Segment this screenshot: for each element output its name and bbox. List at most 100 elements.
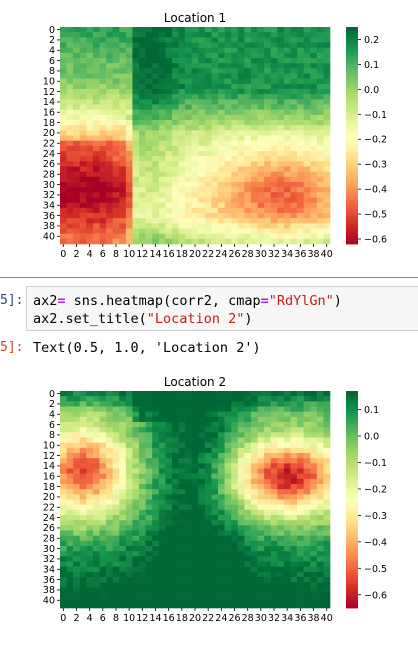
location-1-cell xyxy=(92,130,100,136)
location-1-cell xyxy=(224,187,232,193)
location-1-cell xyxy=(158,218,166,224)
location-2-cell xyxy=(112,473,120,480)
location-1-cell xyxy=(237,125,245,131)
location-2-cell xyxy=(178,540,186,547)
location-1-cell xyxy=(92,213,100,219)
location-1-cell xyxy=(86,223,94,229)
location-1-xtick-label: 4 xyxy=(87,249,93,260)
code-cell-input[interactable]: ax2= sns.heatmap(corr2, cmap="RdYlGn") a… xyxy=(26,286,418,331)
location-1-cell xyxy=(264,192,272,198)
location-2-cell xyxy=(139,571,146,578)
location-1-cell xyxy=(132,47,140,54)
location-2-cell xyxy=(264,592,272,598)
location-1-cell xyxy=(119,197,127,203)
location-1-cell xyxy=(237,223,245,229)
location-1-cell xyxy=(283,94,291,100)
location-1-cell xyxy=(250,104,258,110)
location-1-cell xyxy=(264,125,272,131)
location-2-cell xyxy=(224,520,232,526)
location-1-cell xyxy=(132,156,140,162)
location-1-cell xyxy=(231,233,239,240)
location-1-cell xyxy=(125,197,133,203)
location-2-cell xyxy=(178,406,186,412)
location-2-cell xyxy=(171,437,179,443)
location-1-cell xyxy=(323,187,331,193)
location-1-cell xyxy=(132,166,140,172)
location-1-cell xyxy=(244,125,252,131)
location-1-cell xyxy=(86,63,94,69)
location-1-cell xyxy=(92,192,100,198)
location-2-cell xyxy=(86,494,94,500)
location-2-cell xyxy=(60,551,67,557)
location-1-cell xyxy=(218,171,225,178)
location-1-cell xyxy=(132,73,140,79)
location-2-cell xyxy=(323,458,331,464)
location-1-cell xyxy=(264,166,272,172)
location-1-cell xyxy=(218,130,225,136)
location-1-ytick-label: 4 xyxy=(49,45,55,56)
location-1-cell xyxy=(237,207,245,214)
location-2-cell xyxy=(198,494,206,500)
location-1-cell xyxy=(171,83,179,90)
location-1-cell xyxy=(92,114,100,121)
location-1-cell xyxy=(125,32,133,38)
location-2-cell xyxy=(139,458,146,464)
location-2-cell xyxy=(99,478,107,485)
location-2-cell xyxy=(290,525,298,531)
location-1-cell xyxy=(224,218,232,224)
location-2-cell xyxy=(250,478,258,485)
location-2-cell xyxy=(264,468,272,474)
location-2-cell xyxy=(66,442,74,449)
location-1-cell xyxy=(158,32,166,38)
location-2-cell xyxy=(231,499,239,505)
location-2-cell xyxy=(158,391,166,397)
location-1-cell xyxy=(283,130,291,136)
location-2-cell xyxy=(198,499,206,505)
location-1-cell xyxy=(198,197,206,203)
location-2-cell xyxy=(79,406,87,412)
location-1-cell xyxy=(277,151,285,157)
location-1-cell xyxy=(158,125,166,131)
location-2-cell xyxy=(303,422,311,428)
location-1-xtick-label: 40 xyxy=(321,249,333,260)
location-1-cell xyxy=(218,63,225,69)
location-2-cell xyxy=(257,478,265,485)
location-1-cell xyxy=(204,171,212,178)
location-1-cell xyxy=(277,73,285,79)
location-1-cell xyxy=(231,171,239,178)
location-1-cell xyxy=(204,37,212,43)
location-1-cell xyxy=(171,114,179,121)
location-2-cell xyxy=(145,432,153,438)
location-1-cell xyxy=(290,68,298,74)
location-2-cell xyxy=(119,473,127,480)
location-2-cell xyxy=(66,422,74,428)
location-1-cell xyxy=(250,187,258,193)
location-1-cell xyxy=(79,202,87,209)
location-1-cell xyxy=(79,145,87,152)
location-1-cell xyxy=(125,182,133,188)
location-2-cell xyxy=(152,551,160,557)
location-1-cell xyxy=(86,156,94,162)
location-2-cell xyxy=(132,432,140,438)
location-2-cell xyxy=(79,587,87,593)
location-2-cell xyxy=(112,515,120,521)
location-1-cell xyxy=(283,171,291,178)
location-2-cell xyxy=(92,602,100,609)
location-1-cell xyxy=(316,78,324,85)
location-2-cell xyxy=(264,546,272,552)
location-1-cell xyxy=(112,151,120,157)
location-1-cell xyxy=(86,125,94,131)
location-2-cell xyxy=(152,422,160,428)
location-2-cell xyxy=(191,530,199,536)
location-1-cell xyxy=(185,52,193,59)
location-2-cell xyxy=(119,442,127,449)
location-2-cells xyxy=(60,391,331,609)
location-1-cell xyxy=(316,213,324,219)
location-1-cell xyxy=(171,135,179,141)
location-1-xtick-label: 8 xyxy=(113,249,119,260)
location-1-cell xyxy=(224,120,232,126)
location-2-cell xyxy=(297,484,304,490)
location-1-cell xyxy=(132,42,140,48)
location-2-cell xyxy=(198,458,206,464)
location-2-cell xyxy=(218,478,225,485)
